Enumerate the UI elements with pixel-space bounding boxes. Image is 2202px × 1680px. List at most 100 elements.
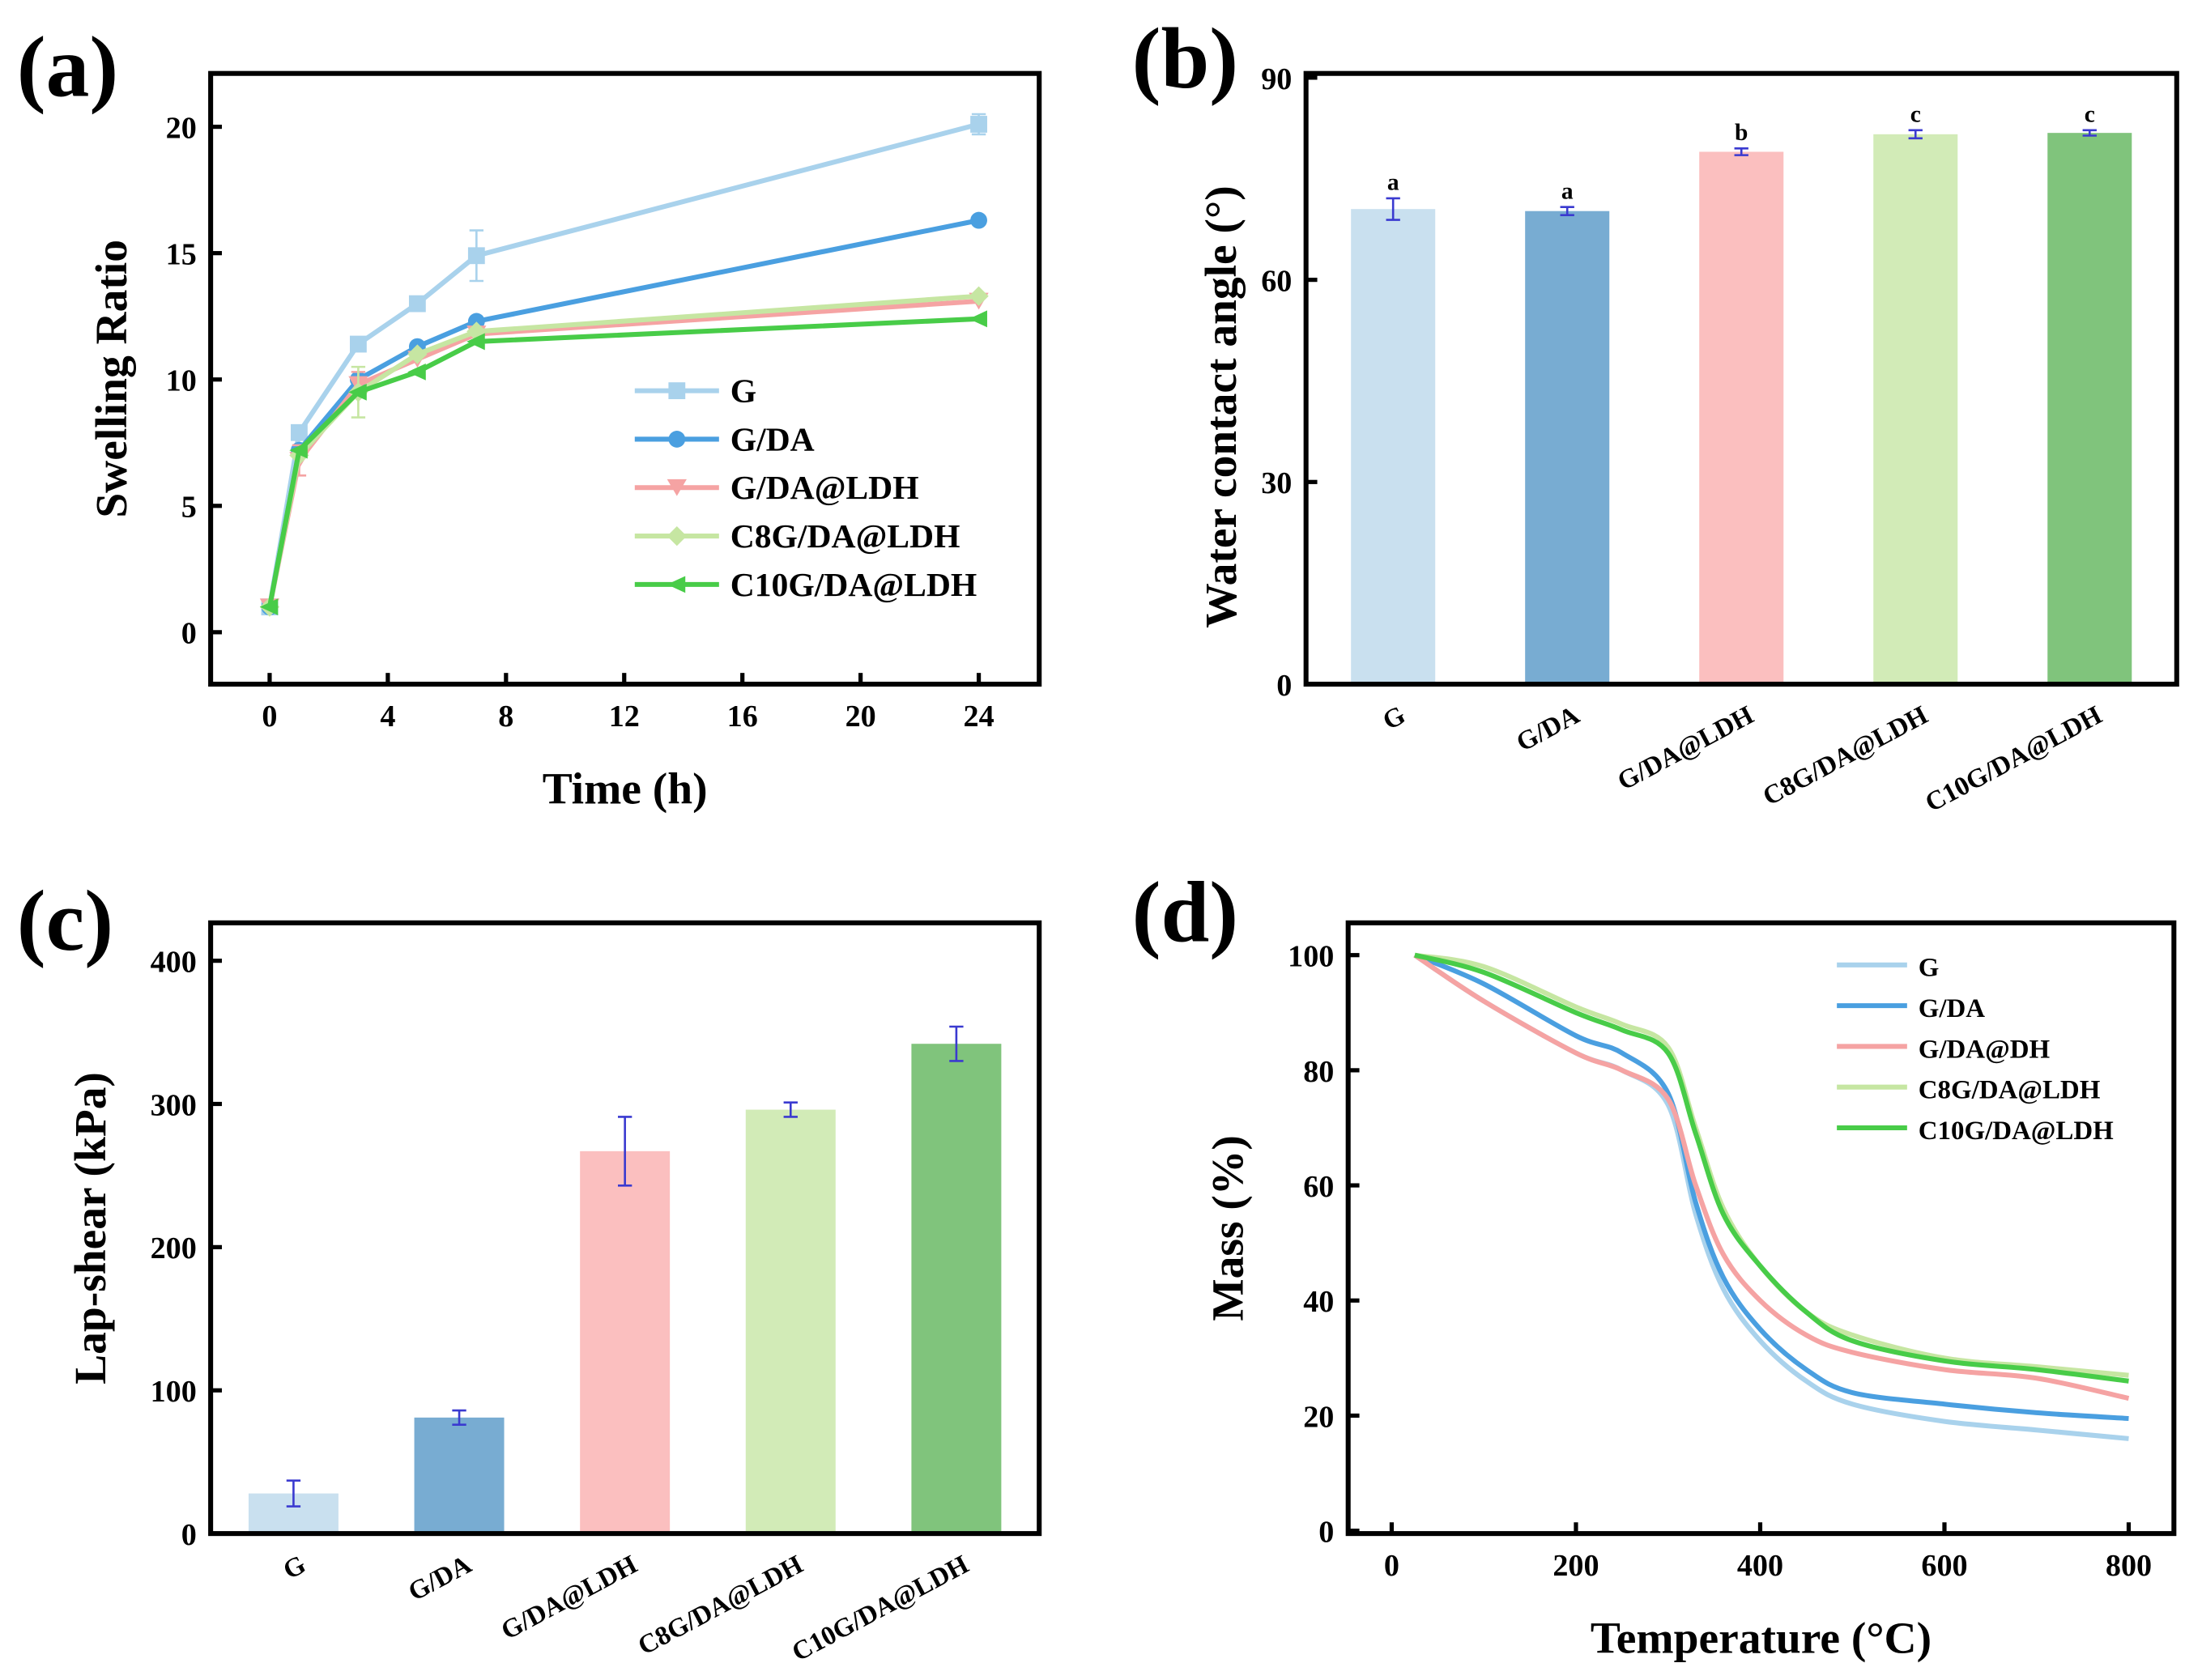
y-tick-label: 100 bbox=[151, 1375, 197, 1409]
significance-label: b bbox=[1735, 120, 1748, 146]
bar bbox=[414, 1417, 505, 1534]
x-tick-label: G/DA@LDH bbox=[496, 1550, 642, 1646]
x-tick-label: G bbox=[1378, 700, 1411, 736]
series-line-3 bbox=[266, 293, 979, 608]
x-axis-label: Time (h) bbox=[543, 764, 708, 814]
series-line-4 bbox=[266, 316, 979, 608]
x-tick-label: 16 bbox=[727, 700, 758, 734]
legend-label: C10G/DA@LDH bbox=[1919, 1116, 2114, 1146]
x-tick-label: G/DA bbox=[404, 1550, 477, 1607]
data-point bbox=[969, 286, 989, 306]
legend-marker bbox=[668, 431, 686, 448]
legend-label: C10G/DA@LDH bbox=[730, 567, 977, 604]
legend-label: G/DA@DH bbox=[1919, 1035, 2051, 1064]
x-tick-label: 0 bbox=[262, 700, 277, 734]
x-tick-label: 200 bbox=[1552, 1549, 1599, 1583]
data-point bbox=[467, 247, 485, 265]
y-axis-label: Swelling Ratio bbox=[87, 240, 137, 518]
x-tick-label: 12 bbox=[609, 700, 640, 734]
y-axis-label: Mass (%) bbox=[1204, 1135, 1254, 1321]
legend-label: C8G/DA@LDH bbox=[730, 518, 960, 555]
x-tick-label: C8G/DA@LDH bbox=[633, 1550, 808, 1661]
data-point bbox=[407, 344, 428, 364]
x-tick-label: G bbox=[279, 1550, 311, 1585]
legend-label: G/DA bbox=[1919, 994, 1986, 1023]
y-tick-label: 30 bbox=[1261, 466, 1292, 500]
error-bar bbox=[1734, 147, 1748, 156]
bar bbox=[580, 1150, 671, 1534]
data-point bbox=[970, 211, 987, 229]
y-tick-label: 60 bbox=[1303, 1170, 1334, 1204]
x-tick-label: 0 bbox=[1384, 1549, 1399, 1583]
data-point bbox=[259, 598, 279, 616]
data-point bbox=[466, 333, 485, 351]
x-axis-label: Temperature (°C) bbox=[1591, 1614, 1932, 1664]
legend-label: G bbox=[1919, 954, 1940, 983]
axes-frame bbox=[1303, 70, 2179, 687]
panel-label-c: (c) bbox=[17, 873, 113, 969]
data-point bbox=[289, 441, 308, 459]
legend-label: C8G/DA@LDH bbox=[1919, 1076, 2101, 1105]
axes-frame bbox=[1345, 920, 2177, 1537]
x-tick-label: 4 bbox=[380, 700, 395, 734]
x-tick-label: 24 bbox=[964, 700, 995, 734]
significance-label: a bbox=[1387, 169, 1399, 195]
significance-label: a bbox=[1561, 178, 1574, 204]
y-tick-label: 300 bbox=[151, 1088, 197, 1122]
error-bar bbox=[617, 1116, 632, 1187]
error-bar bbox=[452, 1409, 466, 1427]
x-tick-label: 400 bbox=[1737, 1549, 1783, 1583]
y-tick-label: 15 bbox=[166, 238, 197, 272]
series-line-2 bbox=[1413, 953, 2130, 1401]
y-tick-label: 90 bbox=[1261, 62, 1292, 96]
bar bbox=[1699, 151, 1784, 685]
error-bar bbox=[2082, 129, 2097, 137]
y-tick-label: 80 bbox=[1303, 1055, 1334, 1089]
panel-label-b: (b) bbox=[1132, 11, 1238, 107]
panel-label-d: (d) bbox=[1132, 864, 1238, 960]
error-bar bbox=[1386, 197, 1400, 221]
axes-frame bbox=[208, 920, 1042, 1537]
y-tick-label: 0 bbox=[1318, 1516, 1334, 1550]
error-bar bbox=[1560, 206, 1574, 217]
y-tick-label: 40 bbox=[1303, 1285, 1334, 1319]
x-tick-label: C8G/DA@LDH bbox=[1758, 700, 1933, 811]
bar bbox=[745, 1109, 836, 1534]
data-point bbox=[349, 335, 367, 353]
y-tick-label: 0 bbox=[1276, 669, 1292, 703]
data-point bbox=[969, 310, 987, 328]
y-tick-label: 0 bbox=[181, 617, 197, 651]
series-line-2 bbox=[266, 298, 979, 608]
data-point bbox=[348, 383, 367, 401]
data-point bbox=[407, 363, 426, 381]
x-tick-label: G/DA bbox=[1512, 700, 1585, 758]
legend-marker bbox=[667, 478, 687, 496]
significance-label: c bbox=[2085, 101, 2095, 127]
panel-label-a: (a) bbox=[17, 19, 118, 115]
bar bbox=[1525, 211, 1610, 685]
bar bbox=[1351, 209, 1436, 685]
x-tick-label: 20 bbox=[845, 700, 876, 734]
x-tick-label: 800 bbox=[2106, 1549, 2152, 1583]
error-bar bbox=[949, 1025, 964, 1062]
y-tick-label: 10 bbox=[166, 364, 197, 398]
data-point bbox=[408, 295, 426, 313]
chart-0: 0 5 10 15 20 Swelling Ratio 0 4 8 12 16 20 24 Time (h… bbox=[87, 70, 1042, 814]
y-tick-label: 60 bbox=[1261, 264, 1292, 298]
x-tick-label: G/DA@LDH bbox=[1613, 700, 1759, 797]
bar bbox=[1873, 134, 1958, 685]
y-tick-label: 5 bbox=[181, 491, 197, 525]
series-line-4 bbox=[1414, 952, 2129, 1384]
error-bar bbox=[783, 1101, 798, 1118]
legend-label: G/DA@LDH bbox=[730, 470, 919, 507]
y-tick-label: 20 bbox=[1303, 1400, 1334, 1434]
chart-1: 0 30 60 90 Water contact angle (°) a Ga G/DA b G/… bbox=[1197, 62, 2179, 818]
bar bbox=[2047, 133, 2132, 685]
legend-label: G bbox=[730, 372, 756, 410]
legend-label: G/DA bbox=[730, 421, 815, 458]
legend-marker bbox=[667, 525, 687, 547]
data-point bbox=[291, 423, 308, 441]
chart-2: 0 100 200 300 400 Lap-shear (kPa) G G/DA G/DA@LD… bbox=[66, 920, 1042, 1667]
error-bar bbox=[1908, 129, 1923, 140]
axes-frame bbox=[208, 70, 1042, 687]
